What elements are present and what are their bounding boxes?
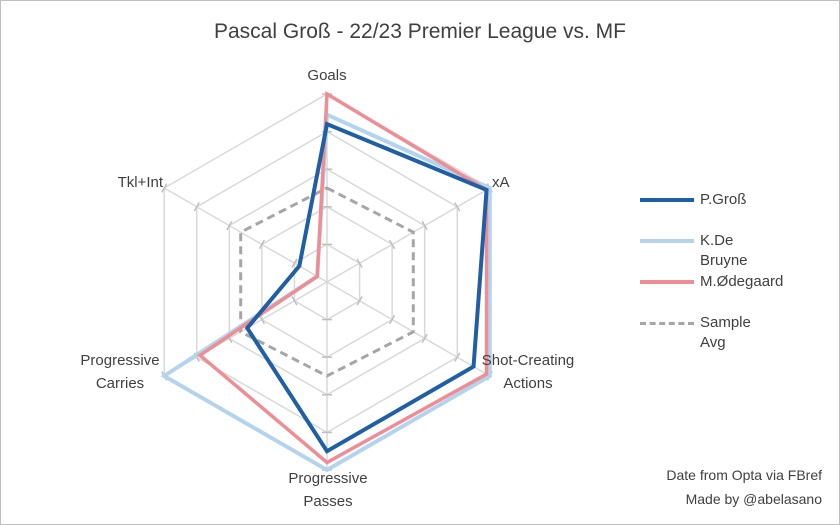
credit-author: Made by @abelasano (685, 491, 822, 507)
axis-label-line: Actions (503, 375, 553, 392)
legend-label: P.Groß (700, 191, 747, 208)
legend-label: K.De Bruyne (700, 232, 748, 269)
credits: Date from Opta via FBref Made by @abelas… (666, 463, 822, 511)
axis-label-line: Progressive (80, 352, 160, 369)
axis-tick (161, 183, 168, 193)
axis-tick (421, 333, 428, 344)
axis-label-line: Progressive (288, 470, 368, 487)
axis-tick (258, 239, 266, 250)
axis-label: Tkl+Int (118, 171, 163, 194)
credit-source: Date from Opta via FBref (666, 467, 822, 483)
axis-spoke (326, 281, 491, 377)
axis-tick (356, 296, 363, 306)
axis-label-line: Shot-Creating (481, 352, 575, 369)
axis-label: Goals (307, 64, 346, 87)
chart-title: Pascal Groß - 22/23 Premier League vs. M… (214, 20, 626, 43)
legend-swatch (640, 322, 694, 325)
axis-tick (454, 352, 461, 362)
series-line-sample-avg (239, 186, 415, 378)
series-line-p-gro- (244, 121, 489, 454)
legend-swatch (640, 198, 694, 202)
axis-tick (291, 296, 298, 306)
axis-label: xA (492, 171, 510, 194)
axis-label-line: Goals (307, 67, 347, 84)
series-line-m-degaard (197, 91, 489, 465)
axis-label-line: xA (492, 174, 510, 191)
axis-tick (388, 314, 396, 325)
legend-swatch (640, 280, 694, 284)
legend-swatch (640, 239, 694, 243)
axis-label-line: Carries (95, 375, 145, 392)
axis-tick (454, 202, 461, 212)
axis-tick (388, 239, 396, 250)
legend-label: Sample Avg (700, 314, 751, 351)
axis-label: Progressive Carries (80, 349, 159, 395)
axis-label: Progressive Passes (288, 467, 367, 513)
axis-spoke (326, 187, 491, 283)
axis-spoke (163, 187, 328, 283)
axis-tick (421, 220, 428, 231)
axis-tick (193, 202, 200, 212)
axis-tick (356, 258, 363, 268)
axis-tick (226, 220, 233, 231)
axis-label: Shot-Creating Actions (482, 349, 575, 395)
legend-label: M.Ødegaard (700, 273, 784, 290)
axis-tick (291, 258, 298, 268)
axis-label-line: Passes (303, 493, 353, 510)
axis-label-line: Tkl+Int (117, 174, 163, 191)
